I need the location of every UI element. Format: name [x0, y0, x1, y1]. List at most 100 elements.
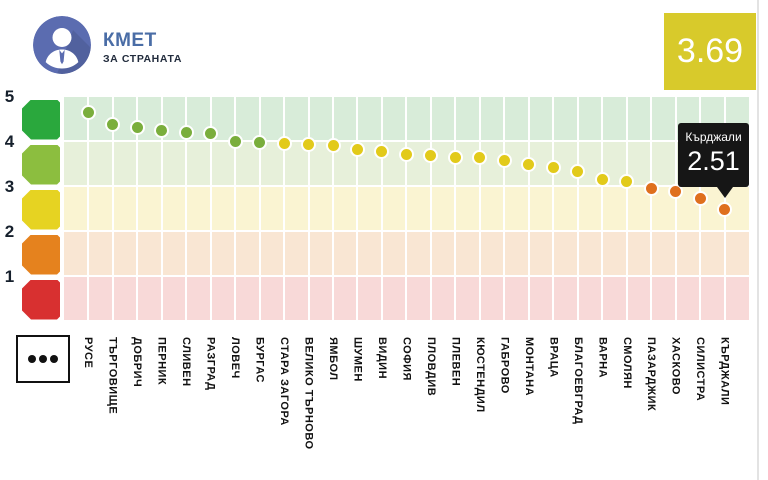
city-label-text: ПАЗАРДЖИК: [645, 337, 658, 412]
gridline: [283, 97, 286, 322]
page-subtitle: ЗА СТРАНАТА: [103, 53, 183, 65]
data-point-кюстендил[interactable]: [472, 150, 488, 166]
gridline: [625, 97, 628, 322]
x-axis-label-монтана: МОНТАНА: [519, 337, 539, 396]
chart-plot-area: Кърджали 2.51: [64, 97, 749, 322]
gridline: [87, 97, 90, 322]
city-label-text: ТЪРГОВИЩЕ: [106, 337, 119, 415]
data-point-смолян[interactable]: [619, 174, 635, 190]
data-point-благоевград[interactable]: [570, 164, 586, 180]
data-point-силистра[interactable]: [692, 191, 708, 207]
x-axis-label-пазарджик: ПАЗАРДЖИК: [641, 337, 661, 411]
x-axis-label-кърджали: КЪРДЖАЛИ: [715, 337, 735, 405]
city-label-text: ВАРНА: [596, 337, 609, 379]
data-point-пазарджик[interactable]: [643, 181, 659, 197]
city-label-text: ЛОВЕЧ: [229, 337, 242, 379]
city-label-text: ПЛОВДИВ: [424, 337, 437, 397]
x-axis-label-русе: РУСЕ: [78, 337, 98, 368]
gridline: [356, 97, 359, 322]
city-label-text: ПЕРНИК: [155, 337, 168, 386]
y-axis-color-block: [22, 145, 60, 185]
data-point-търговище[interactable]: [105, 117, 121, 133]
city-label-text: ПЛЕВЕН: [449, 337, 462, 387]
city-label-text: КЮСТЕНДИЛ: [473, 337, 486, 413]
dots-legend: [16, 335, 70, 383]
city-label-text: СЛИВЕН: [180, 337, 193, 387]
city-label-text: СТАРА ЗАГОРА: [278, 337, 291, 426]
data-point-монтана[interactable]: [521, 156, 537, 172]
city-label-text: СМОЛЯН: [620, 337, 633, 389]
gridline: [332, 97, 334, 322]
mayor-avatar-icon: [33, 16, 91, 74]
gridline: [527, 97, 530, 322]
city-label-text: ВИДИН: [375, 337, 388, 380]
x-axis-label-перник: ПЕРНИК: [152, 337, 172, 385]
data-point-русе[interactable]: [80, 105, 96, 121]
gridline: [674, 97, 677, 322]
gridline: [503, 97, 506, 322]
city-label-text: ХАСКОВО: [669, 337, 682, 395]
x-axis-label-шумен: ШУМЕН: [347, 337, 367, 382]
data-point-стара загора[interactable]: [276, 135, 292, 151]
page-edge-divider: [757, 0, 759, 480]
x-axis-label-плевен: ПЛЕВЕН: [445, 337, 465, 386]
data-point-плевен[interactable]: [447, 149, 463, 165]
gridline: [552, 97, 555, 322]
y-axis-color-block: [22, 235, 60, 275]
city-label-text: РАЗГРАД: [204, 337, 217, 391]
data-point-бургас[interactable]: [252, 134, 268, 150]
gridline: [160, 97, 163, 322]
x-axis-label-пловдив: ПЛОВДИВ: [421, 337, 441, 396]
city-label-text: ВРАЦА: [547, 337, 560, 378]
data-point-враца[interactable]: [545, 159, 561, 175]
page-title: КМЕТ: [103, 30, 157, 51]
y-axis-color-block: [22, 100, 60, 140]
x-axis-label-варна: ВАРНА: [592, 337, 612, 378]
x-axis-label-видин: ВИДИН: [372, 337, 392, 379]
data-point-видин[interactable]: [374, 143, 390, 159]
x-axis-label-бургас: БУРГАС: [250, 337, 270, 383]
x-axis-label-враца: ВРАЦА: [543, 337, 563, 378]
gridline: [576, 97, 579, 322]
x-axis-label-софия: СОФИЯ: [396, 337, 416, 381]
y-axis-color-block: [22, 280, 60, 320]
city-label-text: ГАБРОВО: [498, 337, 511, 394]
data-point-пловдив[interactable]: [423, 148, 439, 163]
dot-icon: [39, 355, 47, 363]
gridline: [429, 97, 432, 322]
x-axis-label-благоевград: БЛАГОЕВГРАД: [568, 337, 588, 425]
national-average-badge: 3.69: [664, 13, 756, 90]
x-axis-label-ловеч: ЛОВЕЧ: [225, 337, 245, 379]
data-point-велико търново[interactable]: [301, 137, 317, 153]
x-axis-label-добрич: ДОБРИЧ: [127, 337, 147, 387]
data-point-ямбол[interactable]: [325, 138, 341, 154]
data-point-софия[interactable]: [398, 146, 414, 162]
gridline: [209, 97, 212, 322]
data-point-разград[interactable]: [203, 126, 219, 142]
gridline: [650, 97, 653, 322]
y-axis-color-block: [22, 190, 60, 230]
city-label-text: КЪРДЖАЛИ: [718, 337, 731, 406]
city-label-text: РУСЕ: [82, 337, 95, 369]
x-axis-label-силистра: СИЛИСТРА: [690, 337, 710, 401]
data-point-ловеч[interactable]: [227, 133, 243, 149]
y-axis-tick-3: 3: [4, 177, 15, 196]
dot-icon: [28, 355, 36, 363]
data-point-шумен[interactable]: [349, 141, 365, 157]
y-axis-tick-2: 2: [4, 222, 15, 241]
y-axis-tick-4: 4: [4, 132, 15, 151]
data-point-варна[interactable]: [594, 171, 610, 187]
data-point-перник[interactable]: [154, 122, 170, 138]
data-point-сливен[interactable]: [178, 125, 194, 141]
dot-icon: [50, 355, 58, 363]
data-point-хасково[interactable]: [668, 184, 684, 199]
gridline: [185, 97, 188, 322]
data-point-добрич[interactable]: [129, 119, 145, 135]
gridline: [307, 97, 310, 322]
city-label-text: МОНТАНА: [522, 337, 535, 397]
y-axis-tick-1: 1: [4, 267, 15, 286]
data-point-габрово[interactable]: [496, 152, 512, 168]
y-axis-tick-5: 5: [4, 87, 15, 106]
data-point-кърджали[interactable]: [717, 201, 733, 217]
city-label-text: БЛАГОЕВГРАД: [571, 337, 584, 425]
